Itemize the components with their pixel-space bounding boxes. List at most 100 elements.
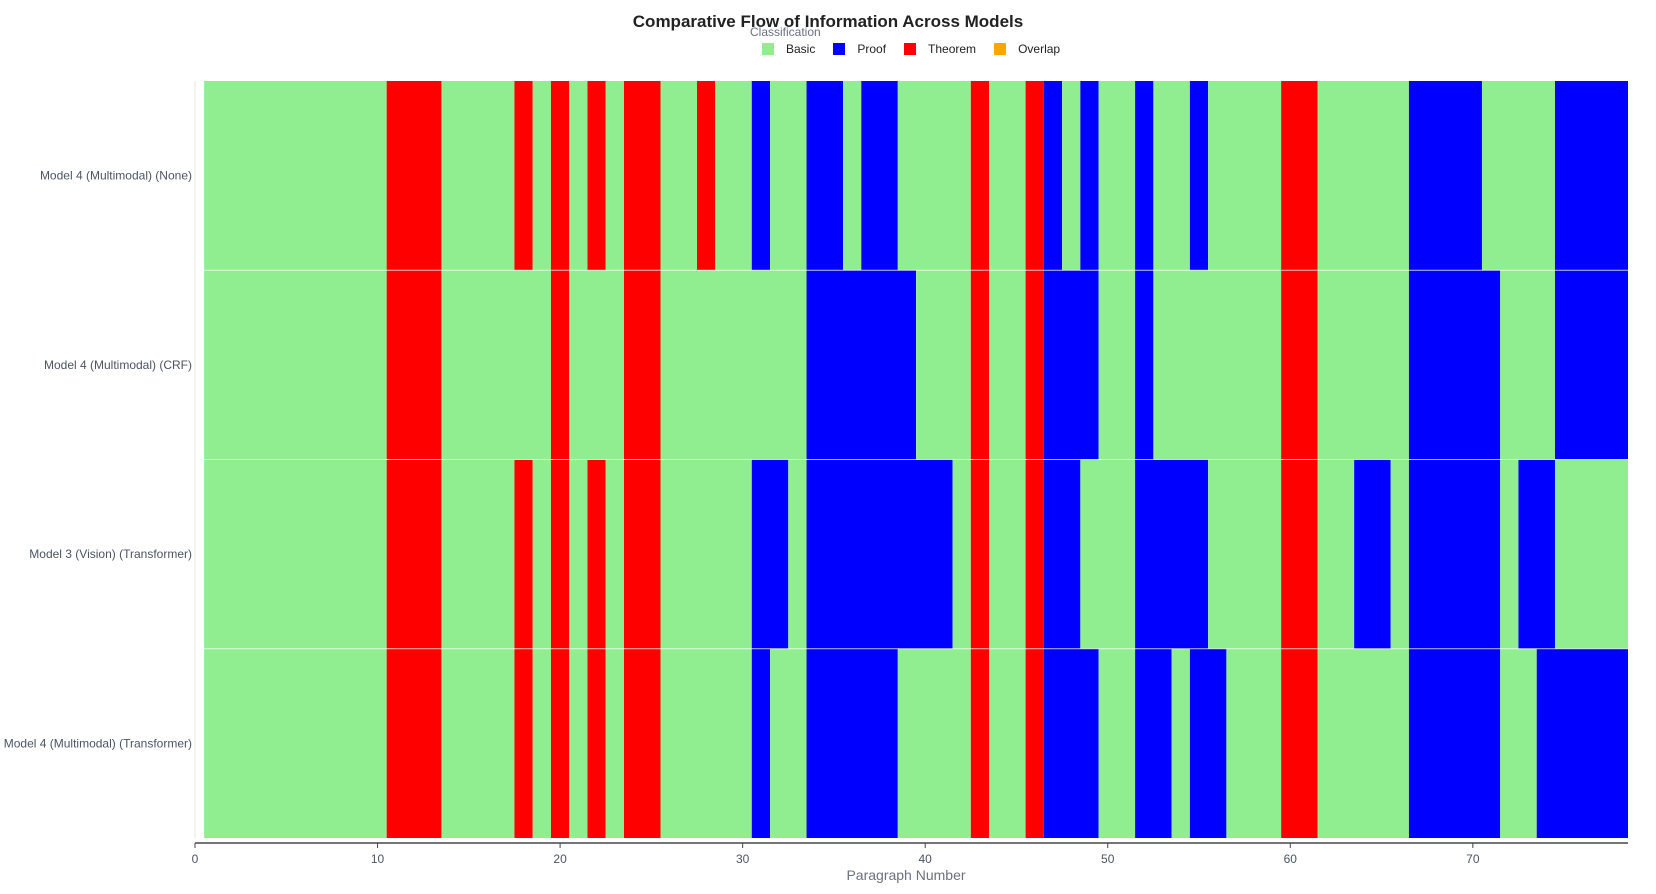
- segment-model-3-vision-transformer-theorem-1[interactable]: [386, 459, 442, 649]
- segment-model-4-multimodal-transformer-theorem-9[interactable]: [623, 648, 661, 838]
- segment-model-3-vision-transformer-proof-26[interactable]: [1408, 459, 1501, 649]
- segment-model-4-multimodal-crf-basic-2[interactable]: [441, 270, 551, 460]
- segment-model-3-vision-transformer-basic-19[interactable]: [1080, 459, 1136, 649]
- legend-item-theorem[interactable]: Theorem: [904, 42, 976, 56]
- segment-model-4-multimodal-transformer-basic-19[interactable]: [1098, 648, 1136, 838]
- segment-model-4-multimodal-none-theorem-7[interactable]: [587, 81, 606, 271]
- segment-model-3-vision-transformer-basic-0[interactable]: [204, 459, 387, 649]
- segment-model-3-vision-transformer-basic-21[interactable]: [1208, 459, 1282, 649]
- segment-model-4-multimodal-none-basic-20[interactable]: [989, 81, 1026, 271]
- segment-model-3-vision-transformer-proof-24[interactable]: [1354, 459, 1391, 649]
- segment-model-4-multimodal-crf-theorem-3[interactable]: [550, 270, 570, 460]
- segment-model-4-multimodal-transformer-basic-16[interactable]: [989, 648, 1026, 838]
- segment-model-4-multimodal-crf-proof-12[interactable]: [1043, 270, 1099, 460]
- segment-model-3-vision-transformer-basic-6[interactable]: [569, 459, 588, 649]
- segment-model-3-vision-transformer-basic-10[interactable]: [660, 459, 752, 649]
- segment-model-3-vision-transformer-basic-16[interactable]: [989, 459, 1026, 649]
- segment-model-4-multimodal-none-basic-12[interactable]: [715, 81, 752, 271]
- legend-item-proof[interactable]: Proof: [833, 42, 886, 56]
- segment-model-4-multimodal-transformer-proof-18[interactable]: [1043, 648, 1099, 838]
- segment-model-3-vision-transformer-proof-20[interactable]: [1135, 459, 1209, 649]
- segment-model-4-multimodal-transformer-basic-27[interactable]: [1500, 648, 1537, 838]
- segment-model-4-multimodal-crf-theorem-5[interactable]: [623, 270, 661, 460]
- segment-model-4-multimodal-none-theorem-3[interactable]: [514, 81, 533, 271]
- segment-model-4-multimodal-none-proof-24[interactable]: [1080, 81, 1099, 271]
- segment-model-4-multimodal-transformer-basic-8[interactable]: [605, 648, 624, 838]
- segment-model-4-multimodal-crf-basic-15[interactable]: [1153, 270, 1282, 460]
- segment-model-4-multimodal-crf-proof-7[interactable]: [806, 270, 917, 460]
- segment-model-4-multimodal-none-theorem-30[interactable]: [1281, 81, 1318, 271]
- segment-model-4-multimodal-transformer-basic-4[interactable]: [532, 648, 551, 838]
- segment-model-4-multimodal-none-proof-13[interactable]: [751, 81, 771, 271]
- segment-model-4-multimodal-none-basic-10[interactable]: [660, 81, 698, 271]
- segment-model-3-vision-transformer-basic-29[interactable]: [1554, 459, 1628, 649]
- segment-model-3-vision-transformer-theorem-9[interactable]: [623, 459, 661, 649]
- segment-model-3-vision-transformer-theorem-15[interactable]: [970, 459, 990, 649]
- segment-model-4-multimodal-none-basic-33[interactable]: [1481, 81, 1555, 271]
- segment-model-4-multimodal-transformer-theorem-15[interactable]: [970, 648, 990, 838]
- segment-model-4-multimodal-transformer-theorem-3[interactable]: [514, 648, 533, 838]
- segment-model-3-vision-transformer-basic-14[interactable]: [952, 459, 971, 649]
- segment-model-4-multimodal-none-basic-8[interactable]: [605, 81, 624, 271]
- segment-model-4-multimodal-none-basic-29[interactable]: [1208, 81, 1282, 271]
- segment-model-4-multimodal-transformer-basic-21[interactable]: [1171, 648, 1190, 838]
- segment-model-4-multimodal-none-theorem-5[interactable]: [550, 81, 570, 271]
- segment-model-4-multimodal-crf-basic-0[interactable]: [204, 270, 387, 460]
- segment-model-4-multimodal-none-proof-17[interactable]: [861, 81, 898, 271]
- segment-model-3-vision-transformer-theorem-3[interactable]: [514, 459, 533, 649]
- segment-model-4-multimodal-none-theorem-9[interactable]: [623, 81, 661, 271]
- segment-model-4-multimodal-transformer-theorem-7[interactable]: [587, 648, 606, 838]
- segment-model-4-multimodal-none-proof-22[interactable]: [1043, 81, 1063, 271]
- segment-model-4-multimodal-transformer-basic-10[interactable]: [660, 648, 752, 838]
- segment-model-4-multimodal-crf-basic-8[interactable]: [916, 270, 971, 460]
- segment-model-4-multimodal-transformer-basic-25[interactable]: [1317, 648, 1409, 838]
- segment-model-4-multimodal-crf-theorem-16[interactable]: [1281, 270, 1318, 460]
- segment-model-4-multimodal-none-basic-4[interactable]: [532, 81, 551, 271]
- segment-model-4-multimodal-transformer-basic-2[interactable]: [441, 648, 515, 838]
- segment-model-4-multimodal-none-proof-26[interactable]: [1135, 81, 1154, 271]
- segment-model-4-multimodal-none-proof-15[interactable]: [806, 81, 844, 271]
- segment-model-4-multimodal-crf-proof-18[interactable]: [1408, 270, 1501, 460]
- segment-model-4-multimodal-transformer-basic-23[interactable]: [1226, 648, 1282, 838]
- segment-model-4-multimodal-none-basic-2[interactable]: [441, 81, 515, 271]
- segment-model-3-vision-transformer-basic-4[interactable]: [532, 459, 551, 649]
- segment-model-4-multimodal-crf-basic-4[interactable]: [569, 270, 624, 460]
- segment-model-4-multimodal-none-basic-16[interactable]: [843, 81, 862, 271]
- segment-model-4-multimodal-transformer-basic-14[interactable]: [897, 648, 971, 838]
- segment-model-3-vision-transformer-theorem-5[interactable]: [550, 459, 570, 649]
- segment-model-3-vision-transformer-basic-12[interactable]: [788, 459, 807, 649]
- segment-model-4-multimodal-none-theorem-1[interactable]: [386, 81, 442, 271]
- segment-model-4-multimodal-transformer-theorem-17[interactable]: [1025, 648, 1044, 838]
- segment-model-4-multimodal-crf-theorem-11[interactable]: [1025, 270, 1044, 460]
- segment-model-3-vision-transformer-basic-8[interactable]: [605, 459, 624, 649]
- segment-model-3-vision-transformer-basic-2[interactable]: [441, 459, 515, 649]
- segment-model-4-multimodal-crf-basic-17[interactable]: [1317, 270, 1409, 460]
- segment-model-4-multimodal-crf-proof-14[interactable]: [1135, 270, 1154, 460]
- segment-model-4-multimodal-transformer-theorem-1[interactable]: [386, 648, 442, 838]
- segment-model-4-multimodal-none-basic-27[interactable]: [1153, 81, 1190, 271]
- segment-model-4-multimodal-crf-basic-6[interactable]: [660, 270, 807, 460]
- segment-model-4-multimodal-crf-theorem-9[interactable]: [970, 270, 990, 460]
- segment-model-3-vision-transformer-basic-23[interactable]: [1317, 459, 1355, 649]
- segment-model-4-multimodal-transformer-proof-20[interactable]: [1135, 648, 1172, 838]
- segment-model-4-multimodal-none-proof-28[interactable]: [1189, 81, 1209, 271]
- segment-model-4-multimodal-transformer-proof-28[interactable]: [1536, 648, 1628, 838]
- segment-model-3-vision-transformer-proof-11[interactable]: [751, 459, 789, 649]
- segment-model-4-multimodal-none-basic-25[interactable]: [1098, 81, 1136, 271]
- segment-model-4-multimodal-transformer-basic-0[interactable]: [204, 648, 387, 838]
- segment-model-4-multimodal-none-basic-0[interactable]: [204, 81, 387, 271]
- segment-model-4-multimodal-transformer-proof-13[interactable]: [806, 648, 898, 838]
- segment-model-4-multimodal-transformer-proof-22[interactable]: [1189, 648, 1227, 838]
- segment-model-4-multimodal-transformer-basic-12[interactable]: [770, 648, 807, 838]
- segment-model-3-vision-transformer-basic-27[interactable]: [1500, 459, 1519, 649]
- segment-model-4-multimodal-crf-basic-19[interactable]: [1500, 270, 1555, 460]
- segment-model-3-vision-transformer-theorem-22[interactable]: [1281, 459, 1318, 649]
- segment-model-4-multimodal-none-basic-6[interactable]: [569, 81, 588, 271]
- segment-model-3-vision-transformer-theorem-7[interactable]: [587, 459, 606, 649]
- segment-model-4-multimodal-transformer-theorem-5[interactable]: [550, 648, 570, 838]
- segment-model-3-vision-transformer-proof-13[interactable]: [806, 459, 953, 649]
- segment-model-4-multimodal-none-proof-34[interactable]: [1554, 81, 1628, 271]
- segment-model-4-multimodal-none-theorem-21[interactable]: [1025, 81, 1044, 271]
- segment-model-4-multimodal-none-basic-14[interactable]: [770, 81, 807, 271]
- segment-model-4-multimodal-crf-basic-13[interactable]: [1098, 270, 1136, 460]
